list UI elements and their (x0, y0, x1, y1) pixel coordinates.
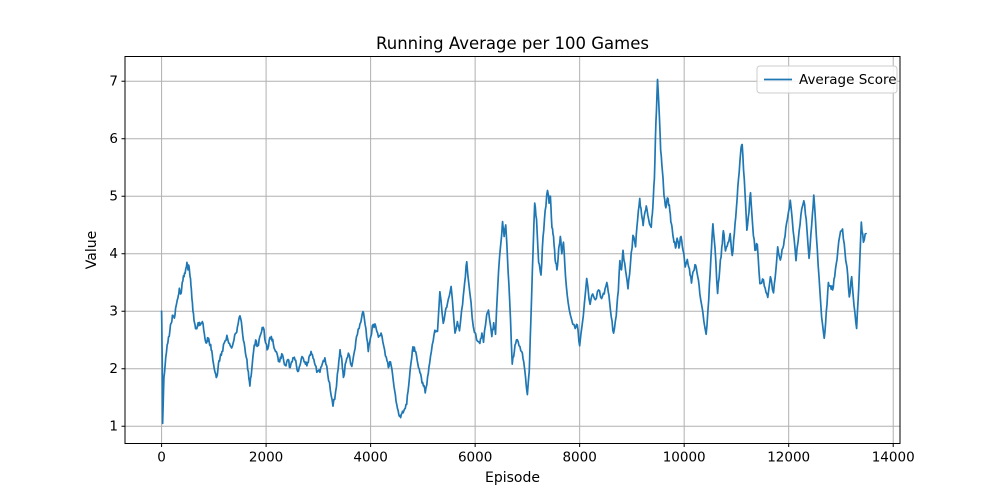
x-tick-label: 14000 (872, 450, 915, 466)
legend: Average Score (756, 65, 898, 94)
x-axis-label: Episode (485, 470, 540, 486)
grid-lines (125, 56, 900, 444)
plot-border (124, 56, 901, 444)
y-tick-label: 1 (109, 419, 118, 435)
tick-labels: 0 2000 4000 6000 8000 10000 12000 14000 1 2 3 4 5 6 7 (109, 74, 914, 466)
y-tick-label: 4 (109, 246, 118, 262)
y-axis-label: Value (84, 231, 100, 269)
y-tick-label: 2 (109, 361, 118, 377)
x-tick-label: 0 (157, 450, 166, 466)
y-tick-label: 7 (109, 74, 118, 90)
series-layer (160, 78, 867, 425)
x-tick-label: 4000 (353, 450, 387, 466)
y-tick-label: 6 (109, 131, 118, 147)
x-tick-label: 8000 (562, 450, 596, 466)
legend-label: Average Score (799, 72, 897, 88)
y-tick-label: 3 (109, 304, 118, 320)
average-score-line (160, 78, 867, 425)
axis-ticks (121, 80, 894, 447)
legend-box (756, 65, 898, 94)
x-tick-label: 2000 (249, 450, 283, 466)
x-tick-label: 6000 (458, 450, 492, 466)
x-tick-label: 10000 (663, 450, 706, 466)
chart-title: Running Average per 100 Games (376, 34, 649, 53)
y-tick-label: 5 (109, 189, 118, 205)
x-tick-label: 12000 (767, 450, 810, 466)
